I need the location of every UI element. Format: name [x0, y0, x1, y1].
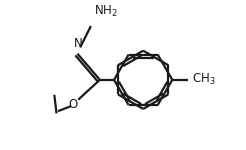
- Text: N: N: [74, 37, 83, 50]
- Text: NH$_2$: NH$_2$: [94, 4, 118, 19]
- Text: O: O: [69, 98, 78, 111]
- Text: CH$_3$: CH$_3$: [192, 72, 216, 87]
